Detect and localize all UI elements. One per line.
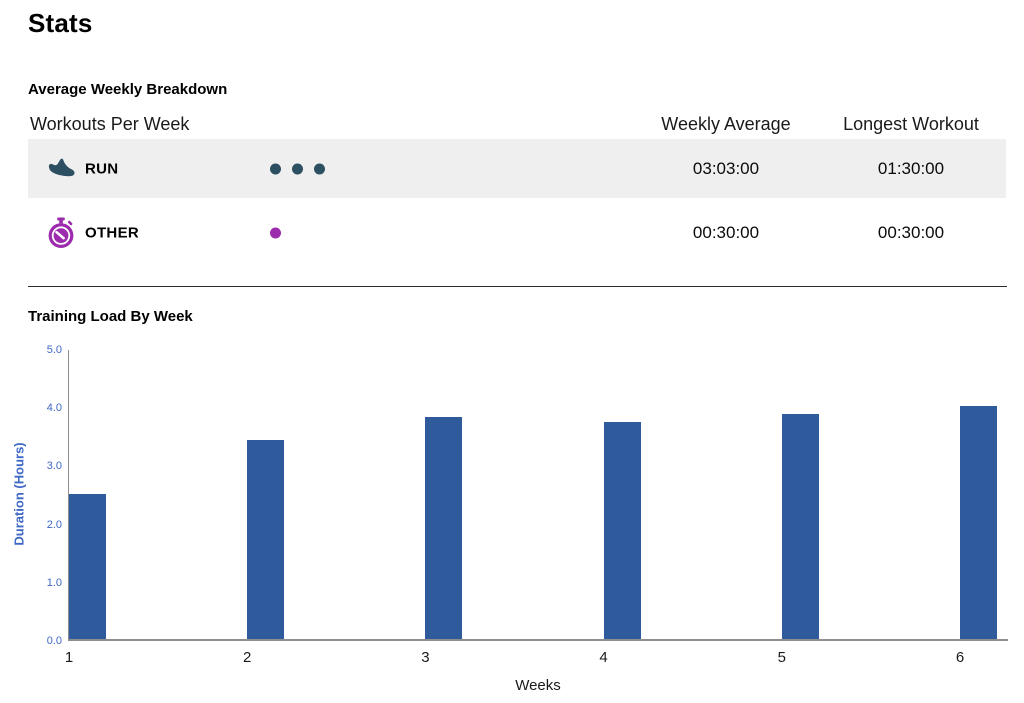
- y-tick-label: 1.0: [46, 576, 62, 589]
- breakdown-section-title: Average Weekly Breakdown: [28, 81, 228, 98]
- x-axis-label: Weeks: [515, 677, 561, 694]
- breakdown-table-header: Workouts Per Week Weekly Average Longest…: [28, 114, 1006, 139]
- x-tick-label: 2: [243, 649, 252, 666]
- bar-week-2: [247, 439, 285, 639]
- x-tick-label: 5: [777, 649, 786, 666]
- y-tick-label: 4.0: [46, 402, 62, 415]
- other-workout-dots: [270, 227, 281, 238]
- x-tick-label: 1: [64, 649, 74, 666]
- bar-week-3: [425, 416, 463, 639]
- run-longest-workout: 01:30:00: [877, 158, 945, 178]
- y-tick-label: 2.0: [46, 518, 62, 531]
- bar-week-4: [603, 421, 641, 639]
- bar-week-5: [781, 413, 819, 639]
- running-shoe-icon: [44, 152, 78, 186]
- page-title: Stats: [28, 8, 93, 38]
- chart-plot-area: [68, 350, 1008, 641]
- other-weekly-average: 00:30:00: [692, 222, 760, 242]
- table-row-run: RUN 03:03:00 01:30:00: [28, 139, 1006, 198]
- stopwatch-icon: [44, 216, 78, 250]
- run-weekly-average: 03:03:00: [692, 158, 760, 178]
- x-tick-label: 3: [421, 649, 430, 666]
- x-tick-label: 4: [599, 649, 608, 666]
- x-tick-label: 6: [955, 649, 965, 666]
- y-tick-label: 5.0: [46, 344, 62, 356]
- workout-dot: [292, 163, 303, 174]
- section-divider: [28, 286, 1007, 287]
- column-workouts-per-week: Workouts Per Week: [30, 114, 190, 134]
- run-workout-dots: [270, 163, 325, 174]
- workout-dot: [270, 227, 281, 238]
- training-load-bar-chart: Duration (Hours) Weeks 0.0 1.0 2.0 3.0 4.0 5.…: [12, 344, 1008, 700]
- bar-week-6: [960, 406, 997, 639]
- bar-week-1: [69, 493, 106, 639]
- workout-dot: [314, 163, 325, 174]
- table-row-other: OTHER 00:30:00 00:30:00: [28, 203, 1006, 262]
- training-load-section-title: Training Load By Week: [28, 308, 193, 325]
- y-tick-label: 0.0: [46, 635, 62, 647]
- sport-label-run: RUN: [85, 160, 119, 177]
- column-longest-workout: Longest Workout: [843, 114, 979, 134]
- sport-label-other: OTHER: [85, 224, 139, 241]
- y-tick-label: 3.0: [46, 460, 62, 473]
- workout-dot: [270, 163, 281, 174]
- column-weekly-average: Weekly Average: [661, 114, 791, 134]
- other-longest-workout: 00:30:00: [877, 222, 945, 242]
